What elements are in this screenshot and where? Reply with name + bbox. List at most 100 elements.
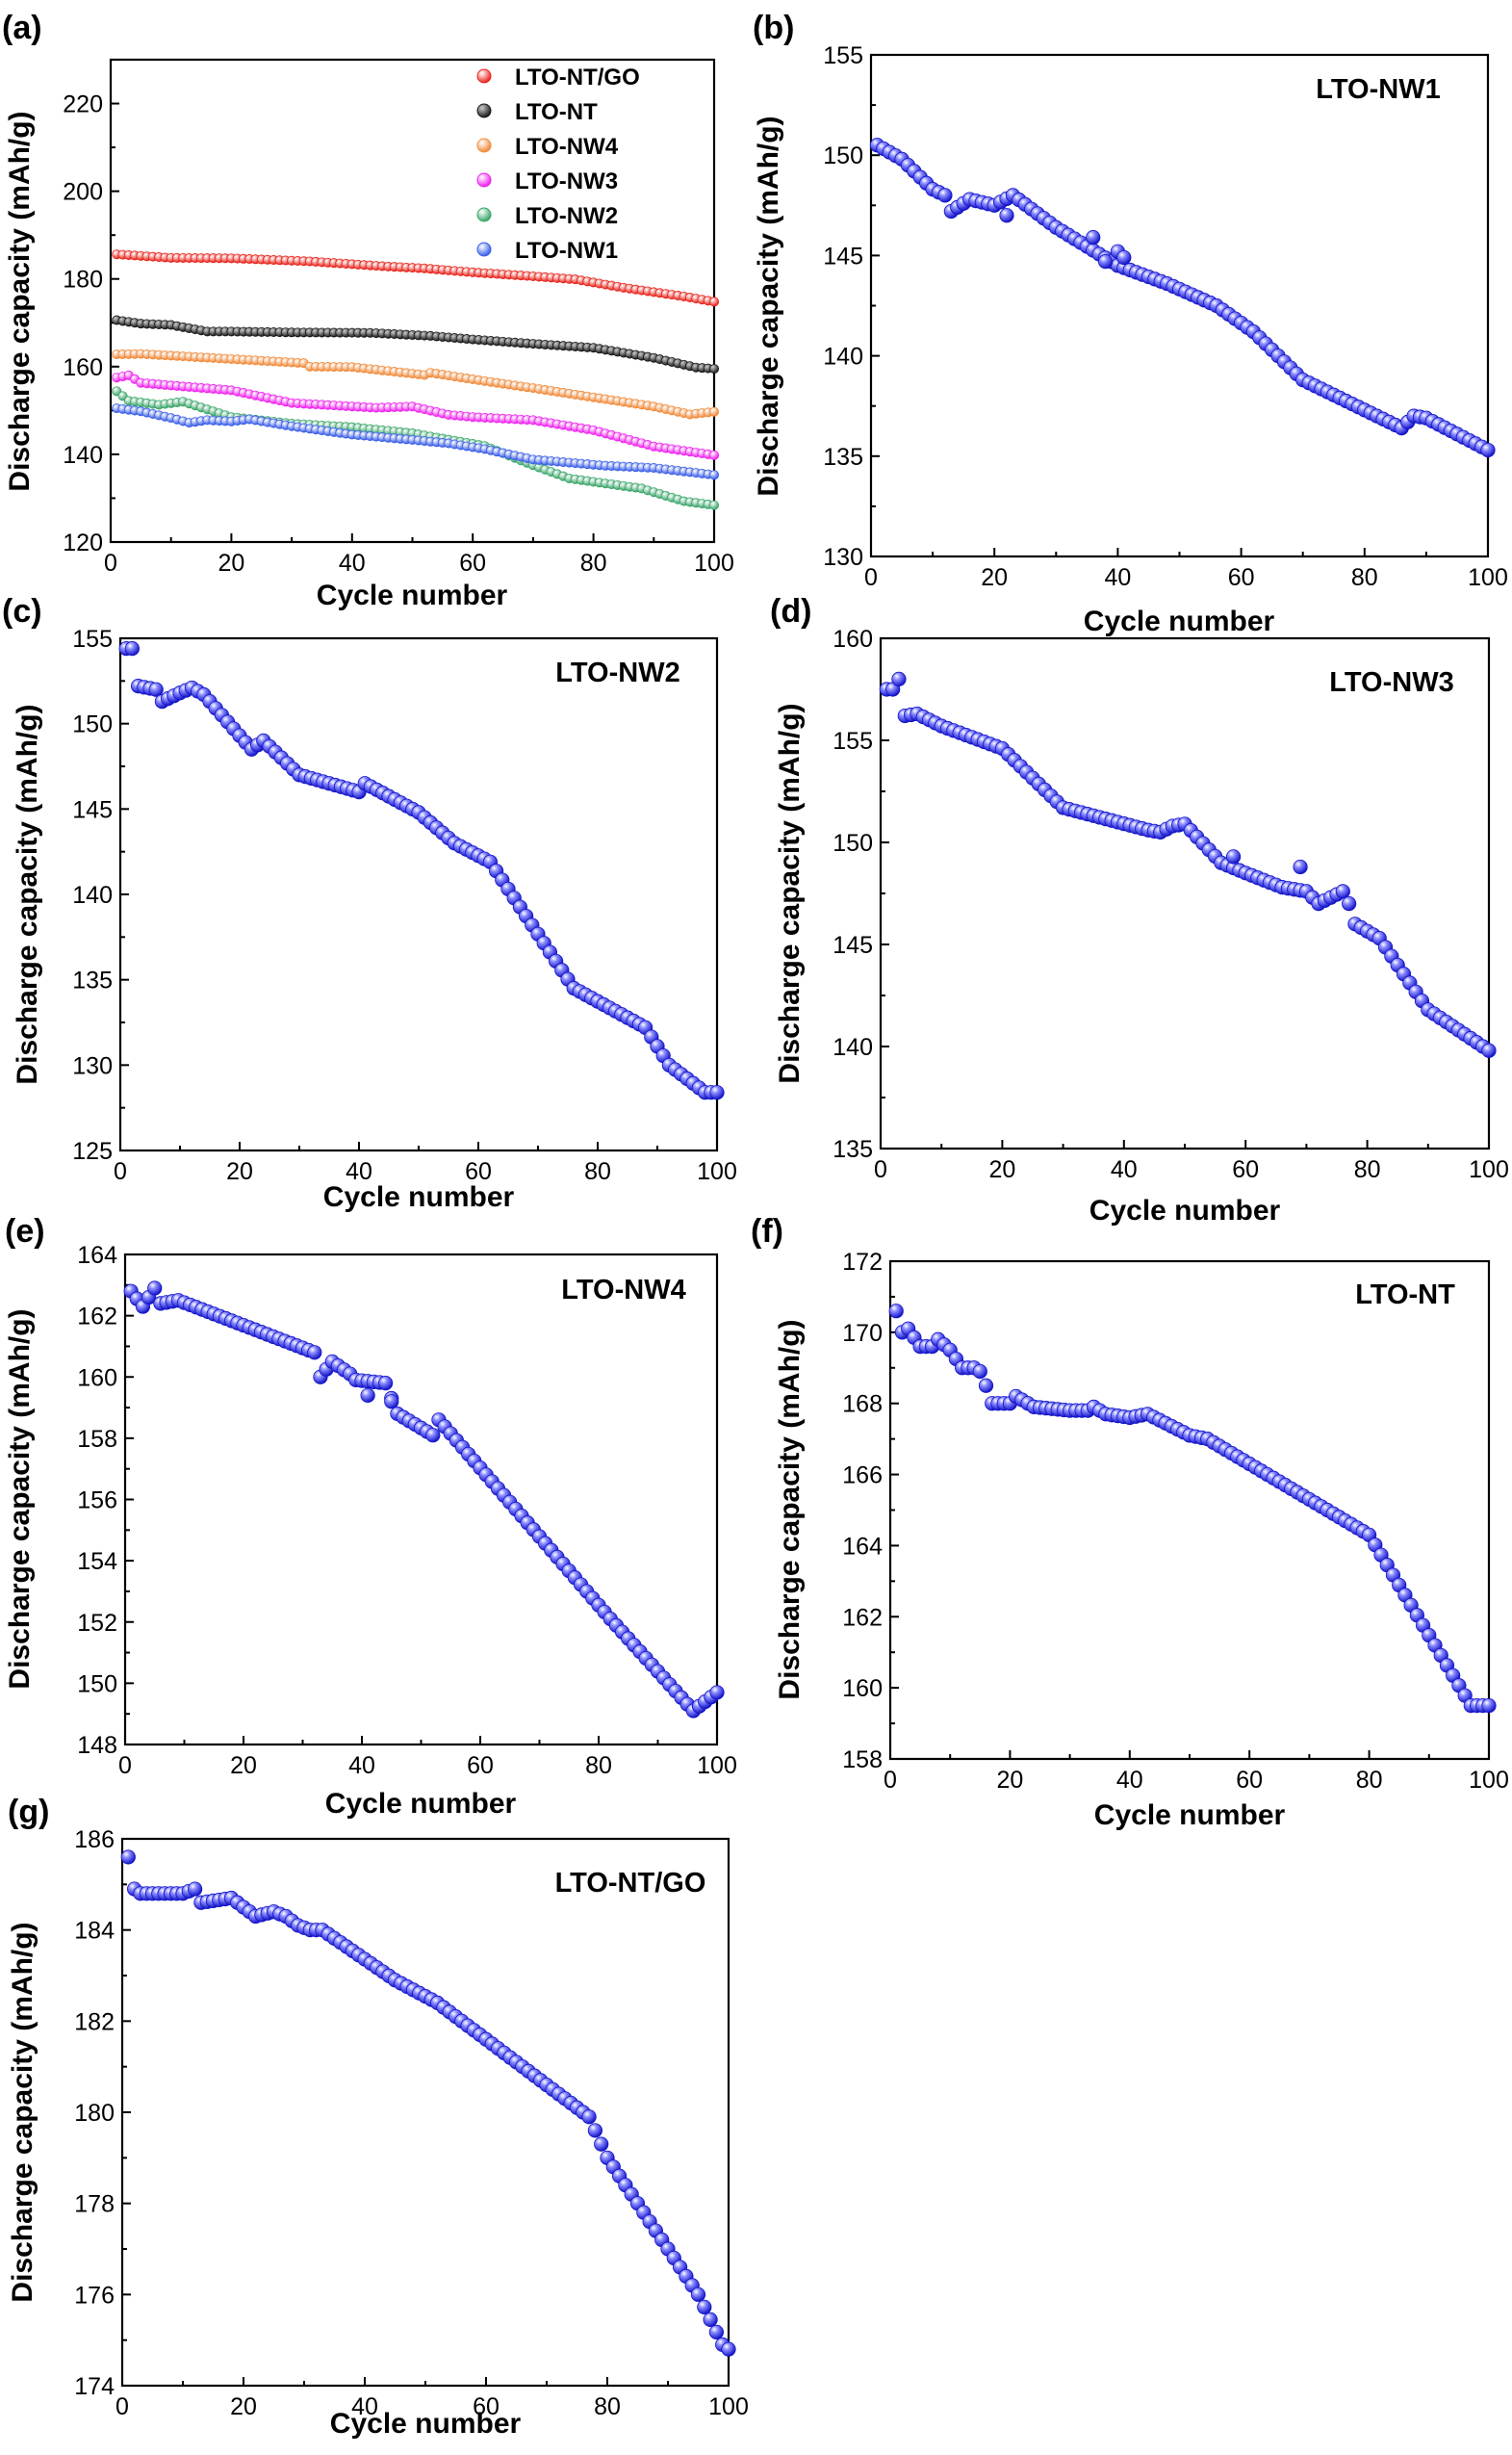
series-lto-nw3 — [112, 370, 720, 460]
data-point — [148, 682, 164, 697]
panel-label: (c) — [2, 593, 42, 630]
data-point — [124, 641, 140, 657]
legend-marker — [476, 172, 492, 188]
legend-label: LTO-NW3 — [515, 168, 618, 194]
y-tick-label: 140 — [833, 1034, 873, 1061]
x-tick-label: 0 — [884, 1767, 897, 1794]
series-points — [888, 1304, 1497, 1714]
y-tick-label: 160 — [63, 354, 103, 381]
series-lto-nt — [112, 315, 720, 375]
x-tick-label: 60 — [473, 2393, 500, 2420]
y-tick-label: 140 — [72, 882, 113, 909]
data-point — [999, 208, 1014, 223]
y-tick-label: 220 — [63, 91, 103, 118]
y-tick-label: 174 — [74, 2373, 115, 2400]
panel-label: (b) — [753, 10, 794, 46]
y-tick-label: 160 — [842, 1675, 883, 1702]
y-tick-label: 184 — [74, 1918, 115, 1945]
chart-panel-2: 0 20 40 60 80 100 130 135 140 145 150 155 Cycle numb… — [753, 10, 1508, 637]
y-tick-label: 180 — [74, 2100, 115, 2127]
y-axis-title: Discharge capacity (mAh/g) — [4, 111, 36, 491]
series-lto-nw1 — [112, 403, 720, 480]
x-tick-label: 0 — [864, 564, 878, 591]
y-tick-label: 150 — [77, 1670, 117, 1697]
data-point — [709, 1685, 725, 1700]
y-tick-label: 150 — [823, 142, 863, 169]
y-tick-label: 135 — [833, 1136, 873, 1163]
data-point — [384, 1394, 399, 1409]
legend-marker — [476, 68, 492, 84]
y-tick-label: 150 — [72, 711, 113, 738]
x-tick-label: 0 — [874, 1156, 887, 1183]
y-tick-label: 154 — [77, 1548, 117, 1575]
chart-panel-6: 0 20 40 60 80 100 158 160 162 164 166 168 170 172 Cycl… — [751, 1213, 1509, 1831]
data-point — [708, 2324, 725, 2339]
series-points — [123, 1280, 725, 1718]
data-point — [697, 2299, 712, 2314]
chart-title: LTO-NW4 — [561, 1275, 685, 1305]
x-tick-label: 80 — [594, 2393, 621, 2420]
x-tick-label: 80 — [1354, 1156, 1381, 1183]
x-axis-title: Cycle number — [323, 1181, 515, 1213]
x-tick-label: 20 — [996, 1767, 1023, 1794]
y-axis-title: Discharge capacity (mAh/g) — [774, 1319, 806, 1699]
data-point — [1342, 895, 1357, 912]
plot-frame — [888, 1259, 1491, 1761]
x-tick-label: 100 — [1468, 564, 1508, 591]
y-tick-label: 155 — [833, 728, 873, 755]
y-tick-label: 145 — [823, 243, 863, 270]
data-point — [709, 297, 720, 307]
x-tick-label: 20 — [981, 564, 1008, 591]
data-point — [188, 1881, 203, 1897]
y-tick-label: 186 — [74, 1826, 115, 1853]
y-tick-label: 155 — [823, 42, 863, 69]
data-point — [978, 1378, 994, 1393]
x-tick-label: 20 — [218, 550, 244, 577]
x-axis-title: Cycle number — [1084, 606, 1275, 637]
x-tick-label: 40 — [1116, 1767, 1143, 1794]
y-tick-label: 172 — [842, 1249, 883, 1276]
y-tick-label: 135 — [72, 968, 113, 995]
x-tick-label: 60 — [467, 1752, 494, 1779]
y-tick-label: 145 — [72, 796, 113, 823]
y-tick-label: 170 — [842, 1320, 883, 1347]
y-axis-title: Discharge capacity (mAh/g) — [12, 704, 43, 1084]
x-axis-title: Cycle number — [1089, 1195, 1281, 1227]
data-point — [307, 1345, 322, 1360]
chart-panel-4: 0 20 40 60 80 100 135 140 145 150 155 160 Cycle numb… — [770, 593, 1509, 1227]
x-tick-label: 40 — [339, 550, 366, 577]
data-point — [594, 2136, 609, 2152]
x-tick-label: 80 — [580, 550, 607, 577]
data-point — [377, 1376, 394, 1391]
series-lto-nt-go — [112, 249, 720, 307]
plot-frame — [120, 1837, 730, 2388]
chart-panel-1: 0 20 40 60 80 100 120 140 160 180 200 220 Cycle numb… — [2, 10, 734, 611]
y-tick-label: 176 — [74, 2282, 115, 2309]
y-tick-label: 162 — [77, 1304, 117, 1331]
data-point — [1481, 1043, 1497, 1058]
x-axis-title: Cycle number — [1094, 1799, 1286, 1831]
data-point — [937, 188, 953, 203]
y-tick-label: 148 — [77, 1732, 117, 1759]
y-tick-label: 130 — [823, 544, 863, 571]
y-tick-label: 166 — [842, 1462, 883, 1489]
x-tick-label: 40 — [346, 1158, 372, 1185]
legend-label: LTO-NW2 — [515, 203, 618, 229]
legend-label: LTO-NT/GO — [515, 65, 640, 90]
data-point — [709, 450, 720, 460]
x-tick-label: 40 — [1104, 564, 1131, 591]
x-tick-label: 100 — [708, 2393, 749, 2420]
data-point — [972, 1363, 987, 1380]
data-point — [1086, 230, 1101, 246]
y-tick-label: 168 — [842, 1391, 883, 1418]
x-tick-label: 80 — [585, 1752, 612, 1779]
x-axis-title: Cycle number — [330, 2408, 522, 2440]
data-point — [1225, 849, 1242, 865]
panel-label: (f) — [751, 1213, 783, 1250]
y-tick-label: 140 — [823, 344, 863, 371]
data-point — [888, 1304, 904, 1319]
chart-panel-3: 0 20 40 60 80 100 125 130 135 140 145 150 155 Cycle n… — [2, 593, 737, 1213]
x-tick-label: 20 — [230, 1752, 257, 1779]
data-point — [690, 2287, 706, 2302]
